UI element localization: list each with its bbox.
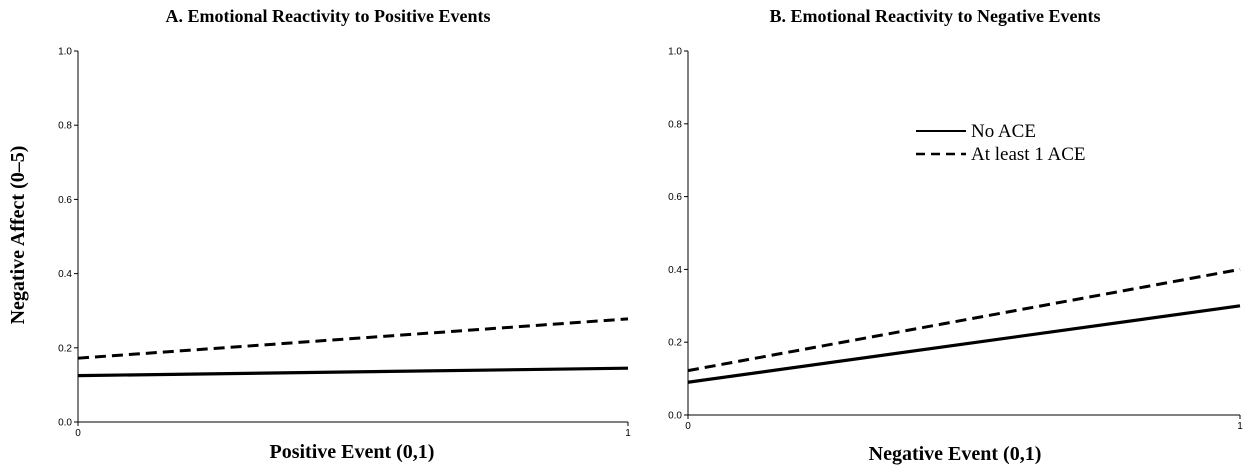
panel-a-ticks: 0.0 0.2 0.4 0.6 0.8 1.0 0 1 xyxy=(58,47,631,440)
panel-a-lines xyxy=(78,319,628,376)
panel-a-x-tick-label: 0 xyxy=(75,428,81,439)
panel-a-y-axis-label: Negative Affect (0–5) xyxy=(7,146,29,325)
panel-b-title: B. Emotional Reactivity to Negative Even… xyxy=(770,6,1101,26)
panel-a-axes xyxy=(78,51,628,422)
panel-b-y-tick-label: 0.6 xyxy=(668,192,682,203)
panel-b-y-tick-label: 1.0 xyxy=(668,47,682,58)
panel-b-x-tick-label: 1 xyxy=(1237,421,1243,432)
panel-b-series-no-ace xyxy=(688,306,1240,382)
panel-a-y-tick-label: 0.2 xyxy=(58,343,72,354)
legend-label-no-ace: No ACE xyxy=(971,121,1036,142)
legend-label-at-least-1-ace: At least 1 ACE xyxy=(971,144,1086,165)
panel-a-series-at-least-1-ace xyxy=(78,319,628,358)
panel-b: B. Emotional Reactivity to Negative Even… xyxy=(668,6,1243,465)
panel-b-x-tick-label: 0 xyxy=(685,421,691,432)
panel-a: A. Emotional Reactivity to Positive Even… xyxy=(7,6,631,463)
panel-a-x-tick-label: 1 xyxy=(625,428,631,439)
panel-b-y-tick-label: 0.2 xyxy=(668,338,682,349)
panel-b-x-axis-label: Negative Event (0,1) xyxy=(869,443,1042,465)
panel-b-axes xyxy=(688,51,1240,415)
panel-b-y-tick-label: 0.8 xyxy=(668,119,682,130)
panel-a-y-tick-label: 0.6 xyxy=(58,195,72,206)
panel-b-y-tick-label: 0.0 xyxy=(668,411,682,422)
panel-a-y-tick-label: 0.4 xyxy=(58,269,72,280)
panel-a-series-no-ace xyxy=(78,368,628,375)
panel-b-series-at-least-1-ace xyxy=(688,269,1240,370)
panel-a-x-axis-label: Positive Event (0,1) xyxy=(270,441,435,463)
panel-a-y-tick-label: 0.8 xyxy=(58,121,72,132)
panel-a-y-tick-label: 0.0 xyxy=(58,418,72,429)
panel-b-y-tick-label: 0.4 xyxy=(668,265,682,276)
panel-b-lines xyxy=(688,269,1240,382)
legend: No ACE At least 1 ACE xyxy=(916,121,1086,165)
panel-a-title: A. Emotional Reactivity to Positive Even… xyxy=(166,6,491,26)
panel-a-y-tick-label: 1.0 xyxy=(58,47,72,58)
